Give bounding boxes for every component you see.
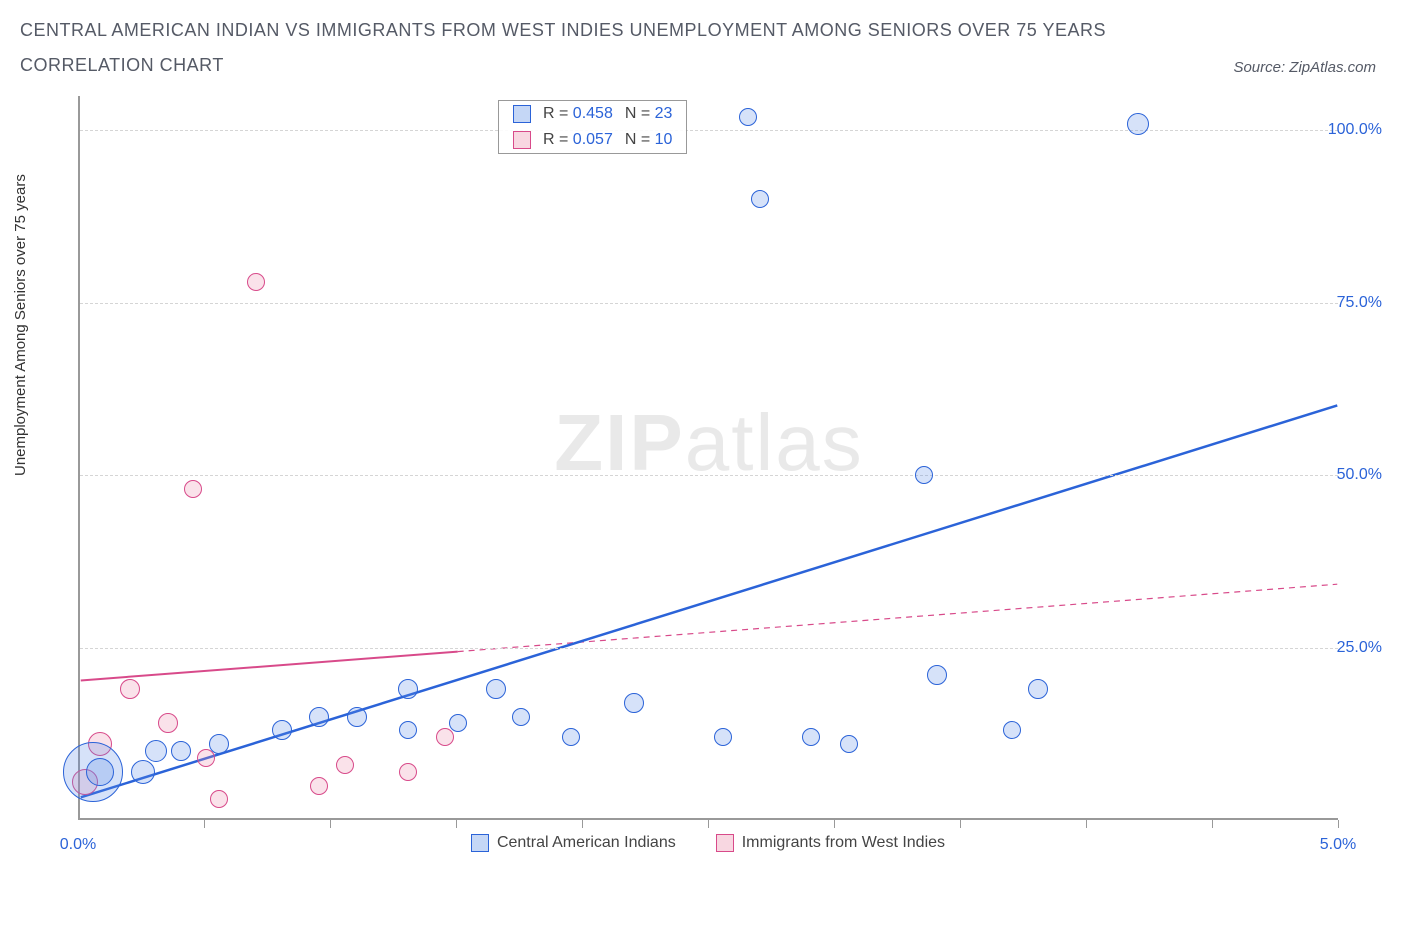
x-tick-mark [834, 820, 835, 828]
source-attribution: Source: ZipAtlas.com [1233, 59, 1376, 76]
x-tick-mark [330, 820, 331, 828]
legend-label-blue: Central American Indians [497, 834, 676, 852]
title-line-1: CENTRAL AMERICAN INDIAN VS IMMIGRANTS FR… [20, 20, 1106, 41]
data-point [310, 777, 328, 795]
data-point [751, 190, 769, 208]
swatch-pink-icon [513, 131, 531, 149]
data-point [739, 108, 757, 126]
gridline [80, 130, 1338, 131]
n-label-pink: N = 10 [625, 131, 673, 149]
x-tick-mark [960, 820, 961, 828]
data-point [210, 790, 228, 808]
data-point [398, 679, 418, 699]
data-point [449, 714, 467, 732]
data-point [802, 728, 820, 746]
data-point [247, 273, 265, 291]
gridline [80, 475, 1338, 476]
data-point [840, 735, 858, 753]
y-tick-label: 25.0% [1337, 639, 1382, 657]
swatch-pink-icon [716, 834, 734, 852]
data-point [171, 741, 191, 761]
legend-row-blue: R = 0.458 N = 23 [499, 101, 686, 127]
x-tick-mark [1338, 820, 1339, 828]
n-label-blue: N = 23 [625, 105, 673, 123]
y-tick-label: 50.0% [1337, 466, 1382, 484]
title-line-2: CORRELATION CHART [20, 55, 1106, 76]
header-row: CENTRAL AMERICAN INDIAN VS IMMIGRANTS FR… [0, 0, 1406, 76]
swatch-blue-icon [513, 105, 531, 123]
data-point [512, 708, 530, 726]
data-point [347, 707, 367, 727]
data-point [120, 679, 140, 699]
bottom-legend: Central American Indians Immigrants from… [78, 834, 1338, 852]
data-point [336, 756, 354, 774]
gridline [80, 648, 1338, 649]
swatch-blue-icon [471, 834, 489, 852]
y-axis-label: Unemployment Among Seniors over 75 years [12, 174, 29, 476]
data-point [184, 480, 202, 498]
data-point [131, 760, 155, 784]
data-point [915, 466, 933, 484]
x-tick-mark [582, 820, 583, 828]
data-point [209, 734, 229, 754]
data-point [624, 693, 644, 713]
legend-item-blue: Central American Indians [471, 834, 676, 852]
data-point [272, 720, 292, 740]
data-point [436, 728, 454, 746]
chart-area: Unemployment Among Seniors over 75 years… [54, 96, 1384, 864]
gridline [80, 303, 1338, 304]
data-point [399, 721, 417, 739]
legend-item-pink: Immigrants from West Indies [716, 834, 945, 852]
data-point [927, 665, 947, 685]
x-tick-mark [456, 820, 457, 828]
data-point [309, 707, 329, 727]
data-point [1028, 679, 1048, 699]
x-tick-mark [1086, 820, 1087, 828]
y-tick-label: 100.0% [1328, 121, 1382, 139]
x-tick-mark [708, 820, 709, 828]
data-point [86, 758, 114, 786]
data-point [562, 728, 580, 746]
legend-row-pink: R = 0.057 N = 10 [499, 127, 686, 153]
data-point [1003, 721, 1021, 739]
x-tick-mark [204, 820, 205, 828]
chart-title: CENTRAL AMERICAN INDIAN VS IMMIGRANTS FR… [20, 20, 1106, 76]
data-point [714, 728, 732, 746]
legend-label-pink: Immigrants from West Indies [742, 834, 945, 852]
r-label-blue: R = 0.458 [543, 105, 613, 123]
trend-lines [80, 96, 1338, 818]
y-tick-label: 75.0% [1337, 294, 1382, 312]
r-label-pink: R = 0.057 [543, 131, 613, 149]
correlation-legend: R = 0.458 N = 23 R = 0.057 N = 10 [498, 100, 687, 154]
data-point [486, 679, 506, 699]
data-point [158, 713, 178, 733]
data-point [399, 763, 417, 781]
data-point [145, 740, 167, 762]
x-tick-mark [1212, 820, 1213, 828]
plot-region: ZIPatlas R = 0.458 N = 23 R = 0.057 N = … [78, 96, 1338, 820]
data-point [1127, 113, 1149, 135]
